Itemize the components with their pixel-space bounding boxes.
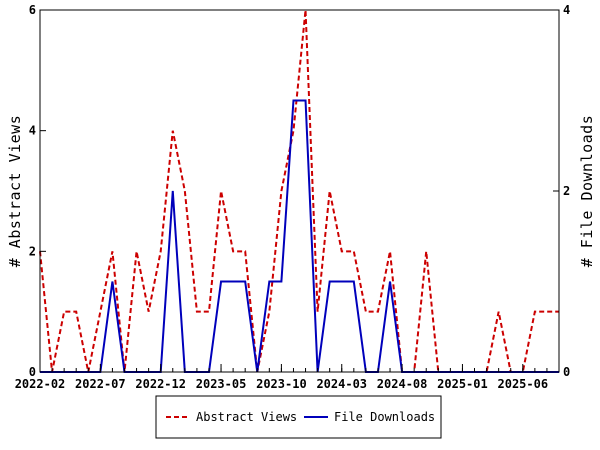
y2-tick-label: 4: [563, 3, 570, 17]
y-tick-label: 0: [29, 365, 36, 379]
x-tick-label: 2023-10: [256, 377, 307, 391]
legend-box: [155, 395, 442, 439]
y-tick-label: 4: [29, 124, 36, 138]
x-tick-label: 2024-03: [316, 377, 367, 391]
y2-axis-title: # File Downloads: [578, 115, 596, 268]
y-axis-title: # Abstract Views: [6, 115, 24, 268]
y-tick-label: 2: [29, 244, 36, 258]
legend-label-file-downloads: File Downloads: [334, 410, 435, 424]
x-tick-label: 2022-12: [135, 377, 186, 391]
x-tick-label: 2022-02: [15, 377, 66, 391]
y-tick-label: 6: [29, 3, 36, 17]
x-tick-label: 2022-07: [75, 377, 126, 391]
x-axis-ticks: 2022-02 2022-07 2022-12 2023-05 2023-10 2024-…: [15, 364, 560, 391]
y2-tick-label: 0: [563, 365, 570, 379]
x-tick-label: 2025-06: [498, 377, 549, 391]
x-tick-label: 2024-08: [377, 377, 428, 391]
right-axis-ticks: 0 2 4: [553, 3, 570, 379]
left-axis-ticks: 0 2 4 6: [29, 3, 46, 379]
x-tick-label: 2025-01: [437, 377, 488, 391]
legend-label-abstract-views: Abstract Views: [196, 410, 297, 424]
y2-tick-label: 2: [563, 184, 570, 198]
x-tick-label: 2023-05: [196, 377, 247, 391]
legend: Abstract Views File Downloads: [155, 395, 442, 439]
